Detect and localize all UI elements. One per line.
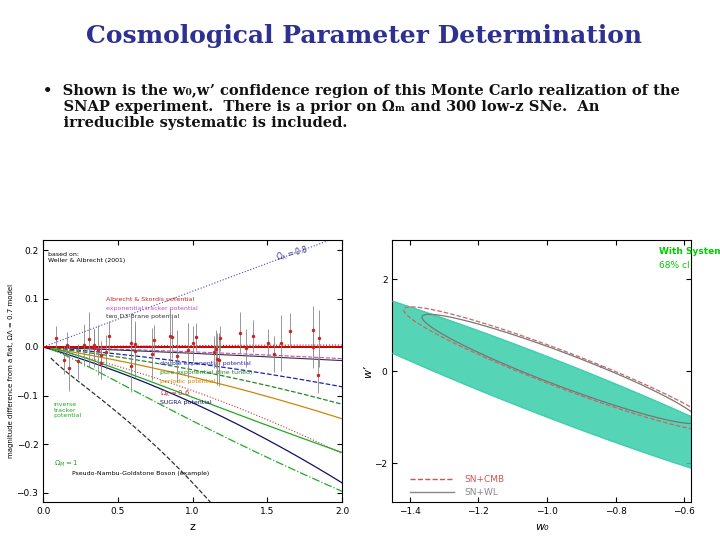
Text: periodic potential: periodic potential: [160, 379, 215, 384]
X-axis label: w₀: w₀: [535, 522, 549, 531]
Text: Pseudo-Nambu-Goldstone Boson (example): Pseudo-Nambu-Goldstone Boson (example): [71, 471, 209, 476]
Text: SN+WL: SN+WL: [464, 488, 498, 497]
Text: $\Omega_M=1$: $\Omega_M=1$: [54, 459, 78, 469]
Text: •  Shown is the w₀,w’ confidence region of this Monte Carlo realization of the
 : • Shown is the w₀,w’ confidence region o…: [43, 84, 680, 130]
Text: SUGRA potential: SUGRA potential: [160, 400, 212, 405]
Text: $\Omega_\Lambda=0.8$: $\Omega_\Lambda=0.8$: [275, 244, 310, 264]
Text: Albrecht & Skordis potential: Albrecht & Skordis potential: [106, 297, 194, 302]
Text: $\Omega_K=0.6$: $\Omega_K=0.6$: [160, 388, 190, 399]
Text: double exponential potential: double exponential potential: [160, 361, 251, 367]
Y-axis label: w’: w’: [363, 365, 373, 377]
Text: based on:
Weller & Albrecht (2001): based on: Weller & Albrecht (2001): [48, 252, 125, 263]
Text: pure exponential (fine tuned): pure exponential (fine tuned): [160, 370, 252, 375]
Text: SN+CMB: SN+CMB: [464, 475, 505, 484]
Text: exponential tracker potential: exponential tracker potential: [106, 306, 198, 310]
Text: Cosmological Parameter Determination: Cosmological Parameter Determination: [86, 24, 642, 48]
Text: 68% cl: 68% cl: [659, 261, 689, 270]
Text: inverse
tracker
potential: inverse tracker potential: [54, 402, 82, 418]
Text: With Systematics: With Systematics: [659, 247, 720, 256]
Text: two D3-Brane potential: two D3-Brane potential: [106, 314, 179, 319]
Y-axis label: magnitude difference from a flat, ΩΛ = 0.7 model: magnitude difference from a flat, ΩΛ = 0…: [8, 284, 14, 458]
X-axis label: z: z: [189, 522, 196, 531]
Polygon shape: [253, 269, 720, 498]
